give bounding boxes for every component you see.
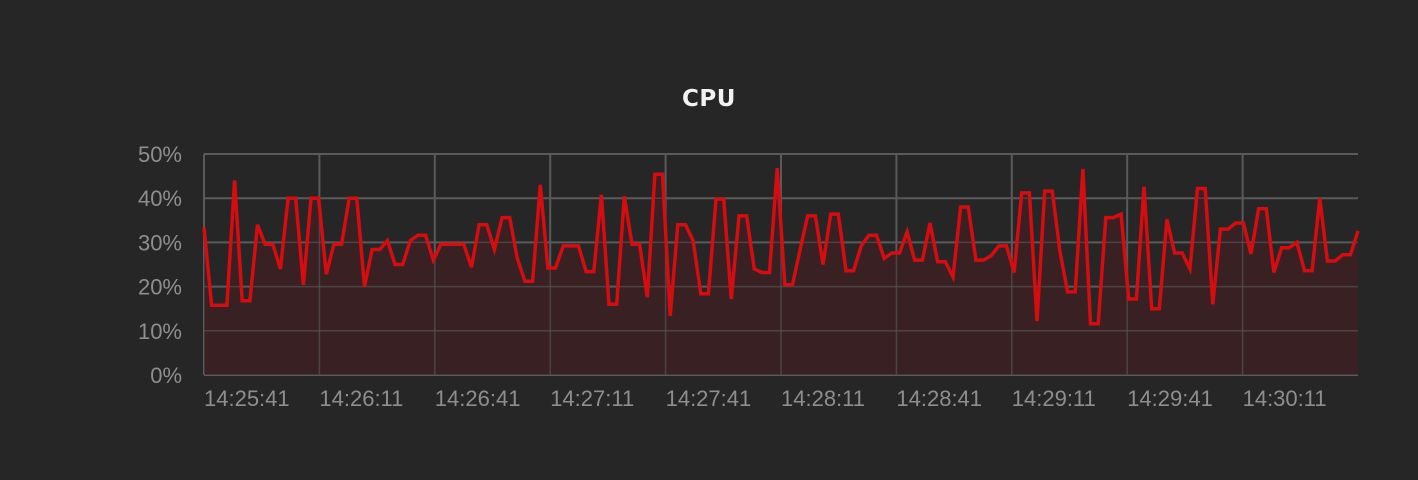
y-tick-label: 10% <box>138 319 182 344</box>
y-tick-label: 50% <box>138 142 182 167</box>
x-tick-label: 14:28:41 <box>896 386 982 411</box>
x-tick-label: 14:27:41 <box>666 386 752 411</box>
x-tick-label: 14:29:41 <box>1127 386 1213 411</box>
y-tick-label: 0% <box>150 363 182 388</box>
x-tick-label: 14:28:11 <box>781 386 865 411</box>
y-tick-label: 40% <box>138 186 182 211</box>
x-tick-label: 14:26:11 <box>319 386 403 411</box>
y-tick-label: 30% <box>138 230 182 255</box>
chart-title: CPU <box>682 86 736 112</box>
x-tick-label: 14:30:11 <box>1243 386 1327 411</box>
y-tick-label: 20% <box>138 275 182 300</box>
x-tick-label: 14:27:11 <box>550 386 634 411</box>
x-tick-label: 14:29:11 <box>1012 386 1096 411</box>
series-line <box>202 167 1360 326</box>
x-tick-label: 14:26:41 <box>435 386 521 411</box>
x-tick-label: 14:25:41 <box>204 386 290 411</box>
